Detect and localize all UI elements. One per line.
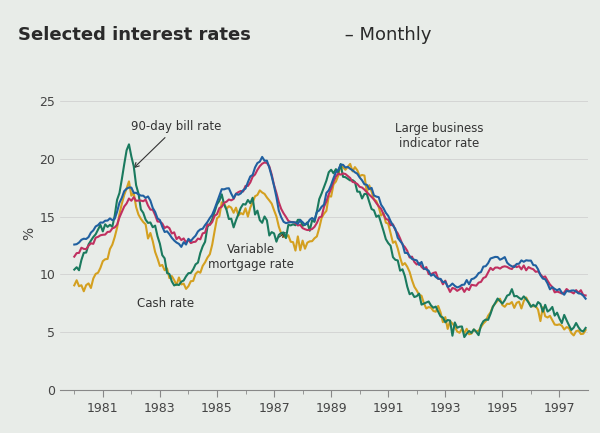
Text: – Monthly: – Monthly <box>339 26 431 44</box>
Text: Cash rate: Cash rate <box>137 297 194 310</box>
Text: Variable
mortgage rate: Variable mortgage rate <box>208 233 294 271</box>
Text: 90-day bill rate: 90-day bill rate <box>131 120 222 168</box>
Text: Large business
indicator rate: Large business indicator rate <box>395 122 484 150</box>
Text: Selected interest rates: Selected interest rates <box>18 26 251 44</box>
Y-axis label: %: % <box>22 227 37 240</box>
